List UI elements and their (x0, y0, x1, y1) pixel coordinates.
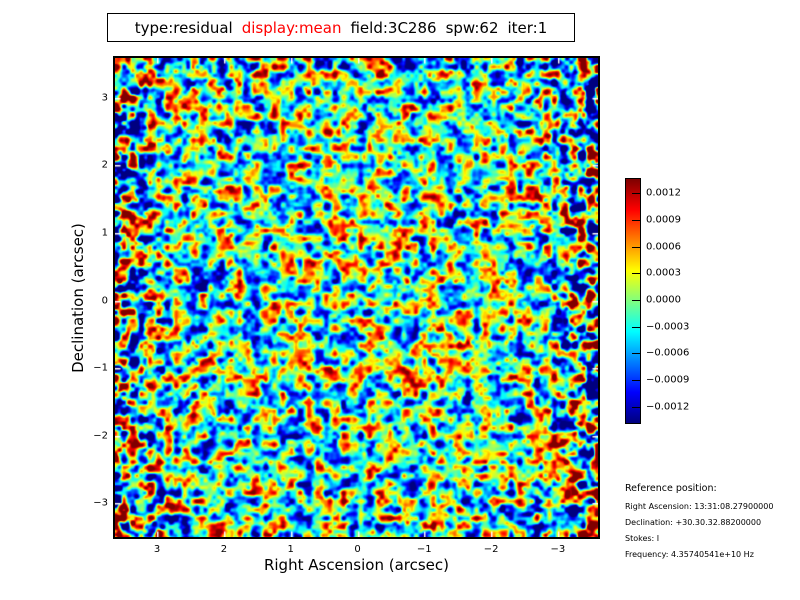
reference-line: Declination: +30.30.32.88200000 (625, 518, 762, 527)
colorbar-tick-mark (632, 326, 640, 328)
y-axis-label: Declination (arcsec) (69, 223, 87, 373)
title-box: type:residual display:mean field:3C286 spw:… (107, 13, 575, 42)
reference-position: Reference position: Right Ascension: 13:… (625, 483, 773, 566)
colorbar-tick-mark (632, 406, 640, 408)
title-segment: field:3C286 (350, 18, 437, 37)
colorbar-tick-mark (632, 273, 640, 275)
x-tick-label: 2 (220, 544, 228, 555)
plot-frame (113, 56, 600, 539)
y-tick-label: −2 (93, 430, 108, 442)
reference-line: Stokes: I (625, 534, 660, 543)
colorbar-tick-mark (632, 353, 640, 355)
x-tick-label: −1 (416, 544, 432, 555)
title-segment: display:mean (241, 18, 342, 37)
y-tick-label: −3 (93, 497, 108, 509)
colorbar-tick-mark (632, 300, 640, 301)
colorbar-tick-label: 0.0000 (646, 294, 681, 306)
y-tick-label: −1 (93, 362, 108, 374)
y-tick-label: 1 (101, 227, 108, 239)
reference-line: Frequency: 4.35740541e+10 Hz (625, 550, 754, 559)
colorbar-tick-mark (632, 246, 640, 248)
colorbar-tick-label: 0.0006 (646, 241, 681, 253)
colorbar-tick-label: 0.0012 (646, 187, 681, 199)
title-segment: iter:1 (507, 18, 548, 37)
title-segment: type:residual (134, 18, 233, 37)
colorbar-tick-label: −0.0003 (646, 321, 690, 333)
colorbar-tick-label: 0.0003 (646, 267, 681, 279)
x-tick-label: −2 (483, 544, 499, 555)
colorbar (625, 178, 641, 424)
colorbar-tick-label: −0.0006 (646, 347, 690, 359)
x-tick-label: 3 (153, 544, 161, 555)
y-tick-label: 3 (101, 92, 108, 104)
residual-heatmap-image (115, 58, 598, 537)
colorbar-tick-label: 0.0009 (646, 214, 681, 226)
title-segment: spw:62 (445, 18, 499, 37)
x-tick-label: 1 (287, 544, 294, 555)
colorbar-tick-label: −0.0012 (646, 401, 690, 413)
y-tick-label: 2 (101, 159, 108, 171)
colorbar-tick-mark (632, 219, 640, 221)
reference-heading: Reference position: (625, 483, 717, 494)
reference-line: Right Ascension: 13:31:08.27900000 (625, 502, 774, 511)
colorbar-tick-label: −0.0009 (646, 374, 690, 386)
x-tick-label: 0 (354, 544, 361, 555)
y-tick-label: 0 (101, 295, 108, 306)
x-axis-label: Right Ascension (arcsec) (263, 556, 450, 574)
colorbar-tick-mark (632, 193, 640, 195)
colorbar-tick-mark (632, 380, 640, 382)
x-tick-label: −3 (550, 544, 566, 555)
